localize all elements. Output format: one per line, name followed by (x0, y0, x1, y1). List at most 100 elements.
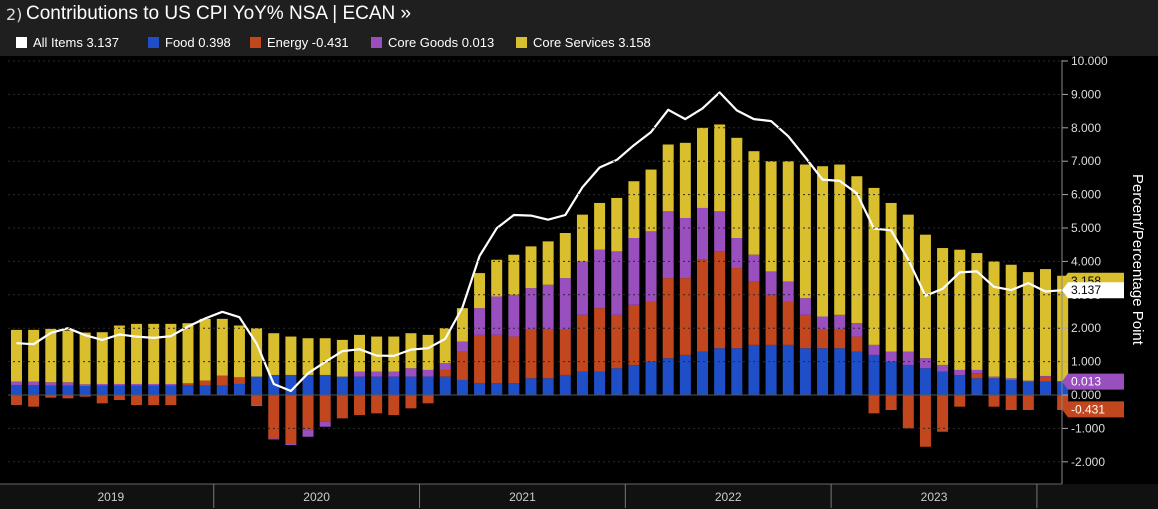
bar-core-services (439, 328, 451, 364)
legend-swatch (16, 37, 27, 48)
bar-energy (45, 395, 57, 398)
bar-core-goods (131, 383, 143, 386)
bar-energy (165, 395, 177, 406)
bar-energy (851, 336, 863, 352)
bar-food (971, 378, 983, 395)
y-tick-label: -2.000 (1071, 455, 1105, 469)
bar-core-goods (594, 249, 606, 309)
bar-food (508, 383, 520, 395)
legend-item-energy[interactable]: Energy -0.431 (250, 35, 349, 50)
bar-energy (371, 395, 383, 414)
legend-swatch (516, 37, 527, 48)
bar-core-services (902, 214, 914, 352)
bar-food (45, 385, 57, 395)
tag-all-items: 3.137 (1062, 282, 1124, 299)
title-bar: 2) Contributions to US CPI YoY% NSA | EC… (0, 0, 1158, 30)
y-tick-label: 8.000 (1071, 121, 1101, 135)
bar-energy (594, 308, 606, 372)
bar-core-services (645, 169, 657, 232)
bar-food (354, 376, 365, 395)
bar-energy (251, 395, 263, 406)
bar-core-services (868, 187, 880, 345)
bar-food (199, 385, 211, 395)
bar-core-goods (559, 278, 571, 330)
bar-food (388, 376, 400, 395)
bar-food (679, 354, 691, 395)
bar-energy (1005, 395, 1017, 411)
bar-food (697, 351, 708, 395)
bar-food (559, 374, 571, 395)
bar-core-goods (285, 443, 297, 446)
legend-label: Food 0.398 (165, 35, 231, 50)
bar-core-services (628, 181, 640, 239)
legend-label: Energy -0.431 (267, 35, 349, 50)
bar-energy (28, 395, 40, 407)
bar-energy (988, 395, 1000, 407)
bar-core-services (302, 338, 314, 375)
bar-core-goods (251, 405, 263, 407)
bar-energy (216, 375, 228, 386)
legend-swatch (371, 37, 382, 48)
bar-food (576, 371, 588, 395)
bar-food (113, 385, 125, 395)
y-tick-label: 2.000 (1071, 321, 1101, 335)
bar-food (902, 364, 914, 395)
bar-energy (576, 314, 588, 372)
legend-item-core-goods[interactable]: Core Goods 0.013 (371, 35, 494, 50)
legend-item-core-services[interactable]: Core Services 3.158 (516, 35, 651, 50)
bar-food (1022, 381, 1034, 395)
bar-food (96, 385, 108, 395)
bar-core-goods (165, 383, 177, 386)
bar-energy (199, 380, 211, 386)
bar-energy (62, 395, 74, 399)
bar-core-services (11, 329, 22, 382)
legend-swatch (148, 37, 159, 48)
bar-energy (748, 281, 760, 345)
bar-core-goods (679, 217, 691, 279)
bar-food (731, 348, 743, 395)
bar-core-goods (491, 296, 503, 335)
bar-core-goods (1022, 380, 1034, 382)
bar-core-services (1005, 264, 1017, 379)
bar-core-goods (714, 211, 726, 252)
bar-core-goods (302, 430, 314, 437)
bar-core-goods (611, 251, 623, 315)
bar-core-goods (765, 271, 777, 295)
bar-energy (405, 395, 417, 409)
legend-item-all-items[interactable]: All Items 3.137 (16, 35, 119, 50)
bar-food (319, 374, 331, 395)
bar-core-services (508, 254, 520, 295)
bar-core-services (697, 127, 708, 208)
bar-energy (148, 395, 160, 406)
chart-title[interactable]: Contributions to US CPI YoY% NSA | ECAN … (26, 3, 412, 24)
bar-energy (765, 294, 777, 345)
bar-core-services (576, 214, 588, 262)
bar-energy (731, 268, 743, 349)
bar-core-services (937, 248, 949, 365)
bar-food (525, 378, 537, 395)
y-tick-label: 9.000 (1071, 87, 1101, 101)
legend-label: All Items 3.137 (33, 35, 119, 50)
bar-core-services (679, 142, 691, 218)
bar-core-services (336, 339, 348, 377)
bar-energy (697, 259, 708, 352)
bar-energy (354, 395, 365, 416)
bar-food (799, 348, 811, 395)
y-axis-label: Percent/Percentage Point (1129, 174, 1146, 346)
bar-energy (474, 334, 486, 384)
bar-food (371, 376, 383, 395)
bar-energy (302, 395, 314, 431)
bar-energy (628, 304, 640, 365)
bar-core-services (662, 144, 674, 212)
x-axis-band (0, 484, 1158, 509)
bar-energy (645, 301, 657, 362)
bar-core-services (971, 253, 983, 370)
bar-core-services (113, 325, 125, 384)
bar-core-goods (628, 238, 640, 305)
bar-food (542, 378, 554, 395)
tag-shape (1062, 282, 1124, 299)
legend-item-food[interactable]: Food 0.398 (148, 35, 231, 50)
bar-core-services (525, 246, 537, 289)
bar-energy (679, 278, 691, 355)
bar-energy (131, 395, 143, 406)
